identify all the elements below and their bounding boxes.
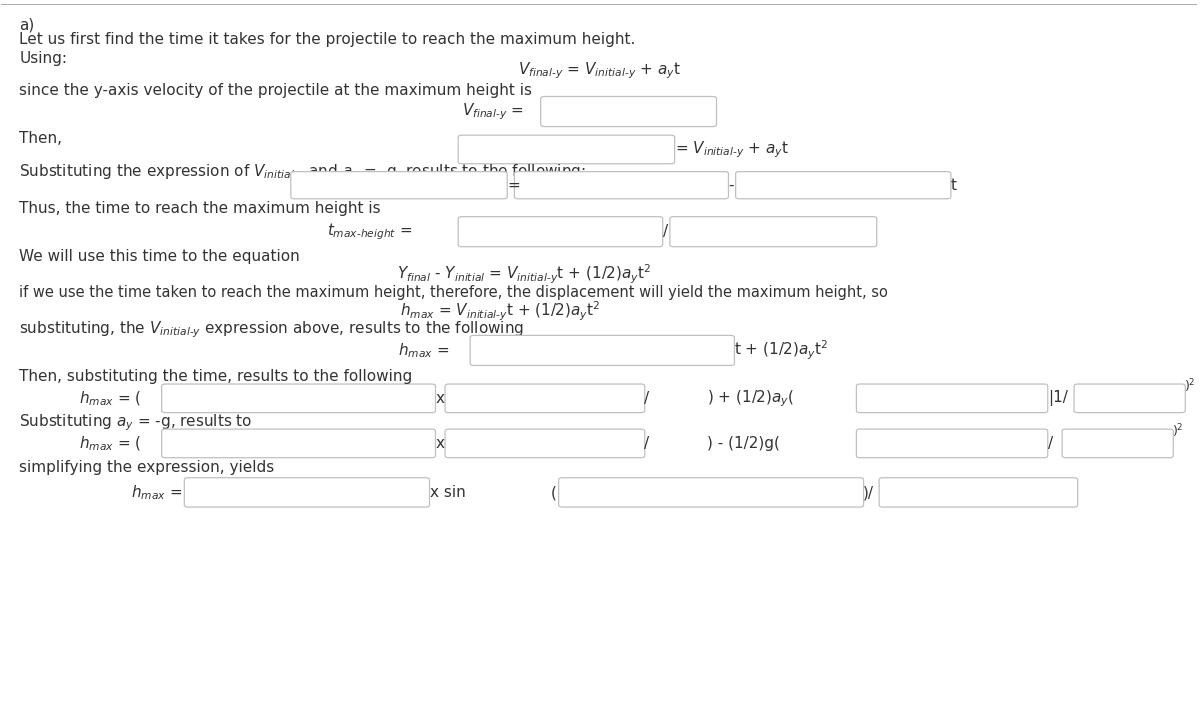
FancyBboxPatch shape [515, 172, 728, 199]
Text: )$^2$: )$^2$ [1184, 378, 1195, 395]
Text: Substituting $\mathit{a}_y$ = -g, results to: Substituting $\mathit{a}_y$ = -g, result… [19, 412, 253, 433]
FancyBboxPatch shape [458, 135, 674, 164]
Text: a): a) [19, 17, 35, 32]
FancyBboxPatch shape [185, 477, 430, 507]
Text: Then,: Then, [19, 131, 62, 146]
Text: Thus, the time to reach the maximum height is: Thus, the time to reach the maximum heig… [19, 201, 380, 216]
Text: /: / [643, 391, 649, 406]
Text: substituting, the $\mathit{V}_{initial\text{-}y}$ expression above, results to t: substituting, the $\mathit{V}_{initial\t… [19, 320, 524, 340]
Text: =: = [508, 177, 520, 192]
Text: /: / [1048, 436, 1052, 451]
Text: |1/: |1/ [1048, 391, 1068, 406]
Text: x: x [436, 436, 444, 451]
FancyBboxPatch shape [541, 96, 716, 126]
Text: if we use the time taken to reach the maximum height, therefore, the displacemen: if we use the time taken to reach the ma… [19, 285, 888, 300]
FancyBboxPatch shape [857, 429, 1048, 457]
FancyBboxPatch shape [670, 217, 877, 247]
Text: $\mathit{V}_{final\text{-}y}$ =: $\mathit{V}_{final\text{-}y}$ = [462, 101, 524, 122]
Text: -: - [728, 177, 734, 192]
Text: $\mathit{h}_{max}$ = (: $\mathit{h}_{max}$ = ( [79, 389, 142, 408]
Text: t: t [950, 177, 956, 192]
FancyBboxPatch shape [162, 384, 436, 413]
Text: = $\mathit{V}_{initial\text{-}y}$ + $\mathit{a}_y$t: = $\mathit{V}_{initial\text{-}y}$ + $\ma… [674, 139, 788, 159]
FancyBboxPatch shape [559, 477, 864, 507]
Text: $\mathit{t}_{max\text{-}height}$ =: $\mathit{t}_{max\text{-}height}$ = [326, 221, 412, 242]
Text: /: / [643, 436, 649, 451]
Text: t + (1/2)$\mathit{a}_y$t$^2$: t + (1/2)$\mathit{a}_y$t$^2$ [734, 339, 829, 362]
FancyBboxPatch shape [1062, 429, 1174, 457]
FancyBboxPatch shape [290, 172, 508, 199]
FancyBboxPatch shape [880, 477, 1078, 507]
Text: $\mathit{V}_{final\text{-}y}$ = $\mathit{V}_{initial\text{-}y}$ + $\mathit{a}_y$: $\mathit{V}_{final\text{-}y}$ = $\mathit… [517, 60, 680, 81]
Text: x sin: x sin [430, 485, 466, 500]
Text: Substituting the expression of $\mathit{V}_{initial\text{-}y}$ and $\mathit{a}_y: Substituting the expression of $\mathit{… [19, 163, 586, 183]
Text: since the y-axis velocity of the projectile at the maximum height is: since the y-axis velocity of the project… [19, 83, 533, 98]
Text: Using:: Using: [19, 52, 67, 67]
Text: (: ( [551, 485, 556, 500]
Text: ) + (1/2)$\mathit{a}_y$(: ) + (1/2)$\mathit{a}_y$( [707, 388, 794, 409]
FancyBboxPatch shape [162, 429, 436, 457]
Text: Let us first find the time it takes for the projectile to reach the maximum heig: Let us first find the time it takes for … [19, 32, 636, 47]
Text: $\mathit{h}_{max}$ = (: $\mathit{h}_{max}$ = ( [79, 434, 142, 452]
FancyBboxPatch shape [458, 217, 662, 247]
FancyBboxPatch shape [1074, 384, 1186, 413]
FancyBboxPatch shape [445, 384, 644, 413]
Text: $\mathit{h}_{max}$ = $\mathit{V}_{initial\text{-}y}$t + (1/2)$\mathit{a}_y$t$^2$: $\mathit{h}_{max}$ = $\mathit{V}_{initia… [400, 299, 600, 322]
FancyBboxPatch shape [445, 429, 644, 457]
Text: $\mathit{Y}_{final}$ - $\mathit{Y}_{initial}$ = $\mathit{V}_{initial\text{-}y}$t: $\mathit{Y}_{final}$ - $\mathit{Y}_{init… [397, 263, 652, 286]
Text: $\mathit{h}_{max}$ =: $\mathit{h}_{max}$ = [131, 483, 182, 502]
FancyBboxPatch shape [857, 384, 1048, 413]
Text: /: / [662, 224, 668, 239]
Text: simplifying the expression, yields: simplifying the expression, yields [19, 460, 275, 475]
Text: We will use this time to the equation: We will use this time to the equation [19, 249, 300, 264]
Text: Then, substituting the time, results to the following: Then, substituting the time, results to … [19, 368, 413, 383]
Text: )/: )/ [863, 485, 874, 500]
FancyBboxPatch shape [736, 172, 950, 199]
Text: $\mathit{h}_{max}$ =: $\mathit{h}_{max}$ = [398, 341, 450, 360]
FancyBboxPatch shape [470, 335, 734, 365]
Text: x: x [436, 391, 444, 406]
Text: ) - (1/2)g(: ) - (1/2)g( [707, 436, 780, 451]
Text: )$^2$: )$^2$ [1172, 422, 1183, 440]
